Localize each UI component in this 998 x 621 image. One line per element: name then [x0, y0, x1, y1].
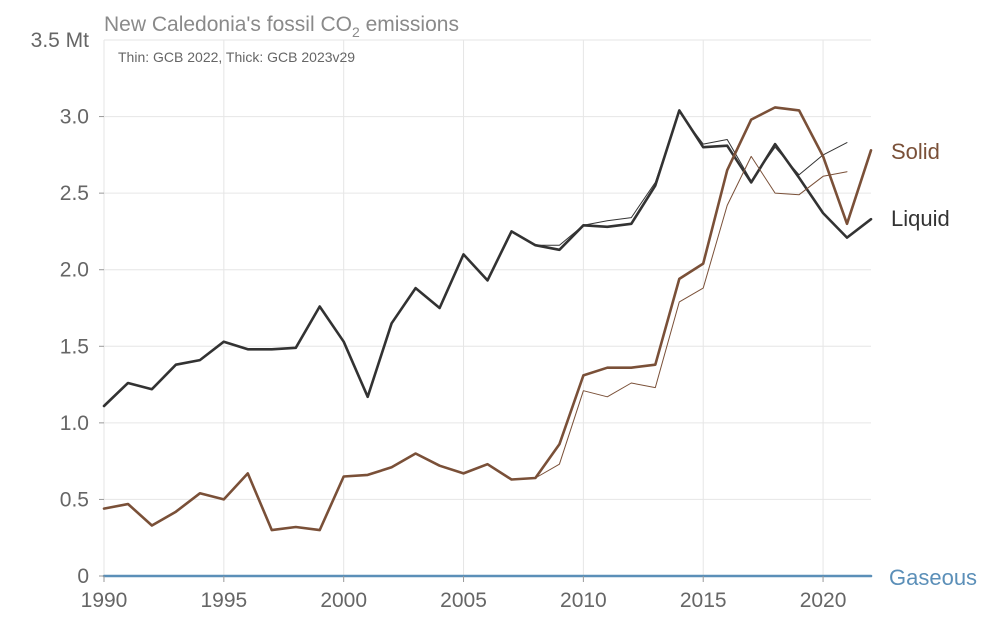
- chart-title: New Caledonia's fossil CO2 emissions: [104, 13, 459, 40]
- series-label-liquid: Liquid: [891, 206, 950, 231]
- y-top-label: 3.5 Mt: [31, 29, 90, 52]
- y-tick-label-2: 2.0: [60, 259, 89, 282]
- x-tick-label-2000: 2000: [320, 589, 367, 612]
- x-tick-label-2015: 2015: [680, 589, 727, 612]
- y-tick-label-0: 0: [77, 565, 89, 588]
- x-tick-label-2020: 2020: [800, 589, 847, 612]
- x-tick-label-1995: 1995: [200, 589, 247, 612]
- chart-title-main: New Caledonia's fossil CO: [104, 13, 352, 36]
- series-line-liquid-thin: [103, 111, 848, 407]
- chart-title-subscript: 2: [352, 24, 360, 40]
- series-label-solid: Solid: [891, 139, 940, 164]
- chart-subtitle: Thin: GCB 2022, Thick: GCB 2023v29: [118, 49, 355, 65]
- chart-title-tail: emissions: [360, 13, 459, 36]
- y-tick-label-0.5: 0.5: [60, 488, 89, 511]
- y-tick-label-2.5: 2.5: [60, 182, 89, 205]
- series-line-liquid-thick: [102, 109, 873, 408]
- series-label-gaseous: Gaseous: [889, 565, 977, 590]
- x-tick-label-2010: 2010: [560, 589, 607, 612]
- grid-layer: [103, 39, 871, 576]
- series-line-solid-thick: [102, 106, 873, 532]
- series-line-solid-thin: [103, 155, 848, 531]
- y-tick-label-3: 3.0: [60, 106, 89, 129]
- axis-layer: 1990 1995 2000 2005 2010 2015 2020 0 0.5 1.0 1.5 2.…: [60, 106, 847, 612]
- x-tick-label-2005: 2005: [440, 589, 487, 612]
- y-tick-label-1.5: 1.5: [60, 335, 89, 358]
- x-tick-label-1990: 1990: [81, 589, 128, 612]
- y-tick-label-1: 1.0: [60, 412, 89, 435]
- series-layer: [102, 106, 873, 578]
